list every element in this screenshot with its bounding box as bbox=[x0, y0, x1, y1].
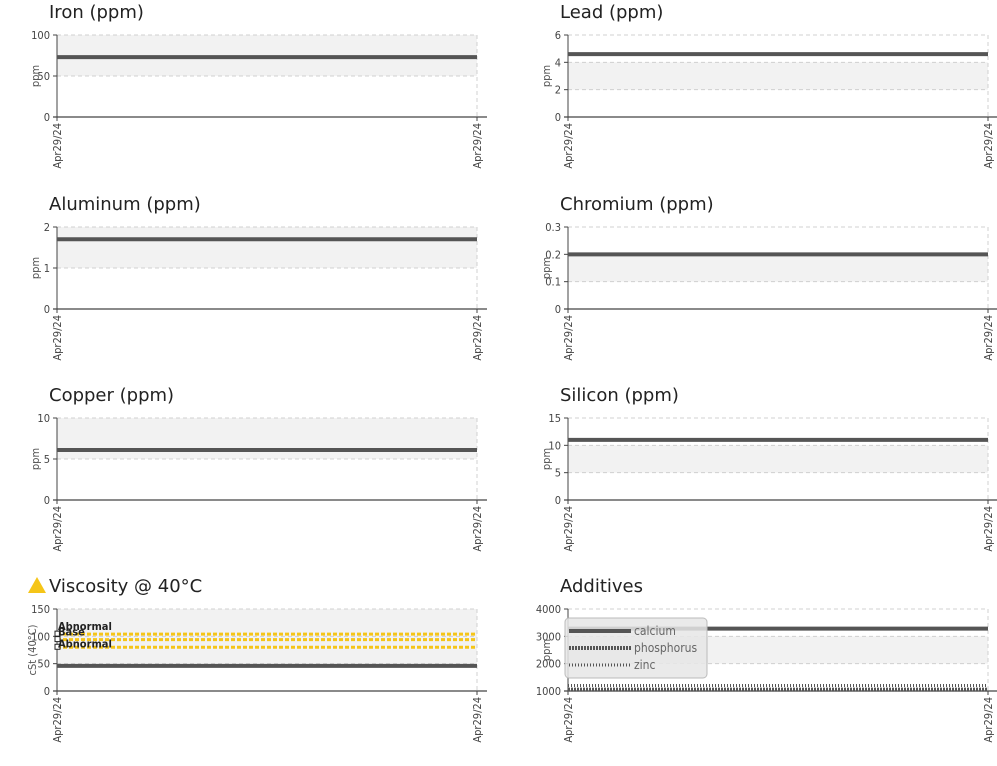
x-tick-label: Apr29/24 bbox=[471, 123, 484, 169]
legend-label: zinc bbox=[634, 658, 656, 672]
y-tick-label: 15 bbox=[548, 412, 561, 425]
y-tick-label: 100 bbox=[31, 630, 50, 643]
y-tick-label: 0 bbox=[555, 494, 561, 507]
chromium-chart-svg: 0 0.1 0.2 0.3 ppm Apr29/24 Apr29/24 bbox=[540, 221, 997, 361]
y-tick-label: 10 bbox=[37, 412, 50, 425]
chart-title: Viscosity @ 40°C bbox=[49, 576, 203, 597]
y-tick-label: 1000 bbox=[536, 685, 561, 698]
y-tick-label: 0 bbox=[555, 303, 561, 316]
aluminum-chart-svg: 0 1 2 ppm Apr29/24 Apr29/24 bbox=[29, 221, 487, 361]
normal-range-band bbox=[568, 254, 988, 282]
silicon-chart-panel: Silicon (ppm) 0 5 10 15 ppm Apr29/24 Apr29/24 bbox=[538, 385, 997, 575]
reference-label: Abnormal bbox=[58, 637, 112, 650]
y-tick-label: 0.3 bbox=[545, 221, 561, 234]
y-tick-label: 0 bbox=[44, 303, 50, 316]
x-tick-label: Apr29/24 bbox=[562, 315, 575, 361]
y-tick-label: 1 bbox=[44, 262, 50, 275]
y-tick-label: 50 bbox=[37, 658, 50, 671]
y-tick-label: 5 bbox=[555, 467, 561, 480]
legend-label: calcium bbox=[634, 624, 676, 638]
chart-title: Chromium (ppm) bbox=[560, 194, 714, 215]
y-tick-label: 0 bbox=[44, 111, 50, 124]
y-tick-label: 0.1 bbox=[545, 276, 561, 289]
y-tick-label: 100 bbox=[31, 29, 50, 42]
y-tick-label: 6 bbox=[555, 29, 561, 42]
y-tick-label: 150 bbox=[31, 603, 50, 616]
normal-range-band bbox=[57, 227, 477, 268]
additives-chart-svg: 1000 2000 3000 4000 ppm Apr29/24 Apr29/24 calci… bbox=[536, 603, 997, 743]
y-axis-label: ppm bbox=[540, 65, 553, 87]
additives-chart-panel: Additives 1000 2000 3000 4000 ppm Apr29/24 Apr… bbox=[536, 576, 997, 766]
chart-title: Copper (ppm) bbox=[49, 385, 175, 406]
reference-label: Abnormal bbox=[58, 620, 112, 633]
viscosity-chart-panel: Viscosity @ 40°C 0 50 100 150 cSt (40°C) Apr2… bbox=[26, 576, 507, 766]
iron-chart-svg: 0 50 100 ppm Apr29/24 Apr29/24 bbox=[29, 29, 487, 169]
x-tick-label: Apr29/24 bbox=[562, 123, 575, 169]
y-tick-label: 0.2 bbox=[545, 248, 561, 261]
y-tick-label: 2 bbox=[555, 84, 561, 97]
y-tick-label: 2000 bbox=[536, 658, 561, 671]
x-tick-label: Apr29/24 bbox=[471, 697, 484, 743]
legend-label: phosphorus bbox=[634, 641, 698, 655]
reference-label: Base bbox=[58, 626, 85, 639]
x-tick-label: Apr29/24 bbox=[471, 315, 484, 361]
chart-title: Silicon (ppm) bbox=[560, 385, 679, 406]
y-tick-label: 5 bbox=[44, 453, 50, 466]
y-tick-label: 50 bbox=[37, 70, 50, 83]
chart-title: Aluminum (ppm) bbox=[49, 194, 201, 215]
y-axis-label: ppm bbox=[29, 448, 42, 470]
x-tick-label: Apr29/24 bbox=[562, 697, 575, 743]
y-tick-label: 0 bbox=[555, 111, 561, 124]
viscosity-chart-svg: 0 50 100 150 cSt (40°C) Apr29/24 Apr29/24 Abnor… bbox=[26, 603, 487, 743]
normal-range-band bbox=[57, 418, 477, 459]
reference-marker bbox=[54, 636, 61, 643]
y-axis-label: ppm bbox=[540, 639, 553, 661]
y-tick-label: 10 bbox=[548, 439, 561, 452]
y-tick-label: 3000 bbox=[536, 630, 561, 643]
y-axis-label: ppm bbox=[29, 65, 42, 87]
y-axis-label: ppm bbox=[540, 257, 553, 279]
y-axis-label: ppm bbox=[29, 257, 42, 279]
x-tick-label: Apr29/24 bbox=[982, 697, 995, 743]
x-tick-label: Apr29/24 bbox=[471, 506, 484, 552]
x-tick-label: Apr29/24 bbox=[982, 123, 995, 169]
iron-chart-panel: Iron (ppm) 0 50 100 ppm Apr29/24 Apr29/24 bbox=[27, 2, 507, 192]
y-tick-label: 2 bbox=[44, 221, 50, 234]
x-tick-label: Apr29/24 bbox=[562, 506, 575, 552]
y-tick-label: 4 bbox=[555, 56, 561, 69]
silicon-chart-svg: 0 5 10 15 ppm Apr29/24 Apr29/24 bbox=[540, 412, 997, 552]
warning-icon bbox=[28, 577, 46, 593]
legend: calcium phosphorus zinc bbox=[564, 617, 708, 679]
x-tick-label: Apr29/24 bbox=[51, 315, 64, 361]
x-tick-label: Apr29/24 bbox=[982, 506, 995, 552]
normal-range-band bbox=[568, 62, 988, 90]
x-tick-label: Apr29/24 bbox=[982, 315, 995, 361]
y-axis-label: ppm bbox=[540, 448, 553, 470]
lead-chart-svg: 0 2 4 6 ppm Apr29/24 Apr29/24 bbox=[540, 29, 997, 169]
copper-chart-panel: Copper (ppm) 0 5 10 ppm Apr29/24 Apr29/24 bbox=[27, 385, 507, 575]
x-tick-label: Apr29/24 bbox=[51, 697, 64, 743]
chromium-chart-panel: Chromium (ppm) 0 0.1 0.2 0.3 ppm Apr29/24 Apr2… bbox=[538, 194, 997, 384]
reference-marker bbox=[54, 643, 61, 650]
copper-chart-svg: 0 5 10 ppm Apr29/24 Apr29/24 bbox=[29, 412, 487, 552]
aluminum-chart-panel: Aluminum (ppm) 0 1 2 ppm Apr29/24 Apr29/24 bbox=[27, 194, 507, 384]
y-axis-label: cSt (40°C) bbox=[26, 624, 39, 675]
y-tick-label: 0 bbox=[44, 685, 50, 698]
lead-chart-panel: Lead (ppm) 0 2 4 6 ppm Apr29/24 Apr29/24 bbox=[538, 2, 997, 192]
y-tick-label: 4000 bbox=[536, 603, 561, 616]
chart-title: Iron (ppm) bbox=[49, 2, 144, 23]
x-tick-label: Apr29/24 bbox=[51, 506, 64, 552]
normal-range-band bbox=[568, 445, 988, 473]
chart-title: Additives bbox=[560, 576, 644, 597]
y-tick-label: 0 bbox=[44, 494, 50, 507]
chart-title: Lead (ppm) bbox=[560, 2, 664, 23]
x-tick-label: Apr29/24 bbox=[51, 123, 64, 169]
